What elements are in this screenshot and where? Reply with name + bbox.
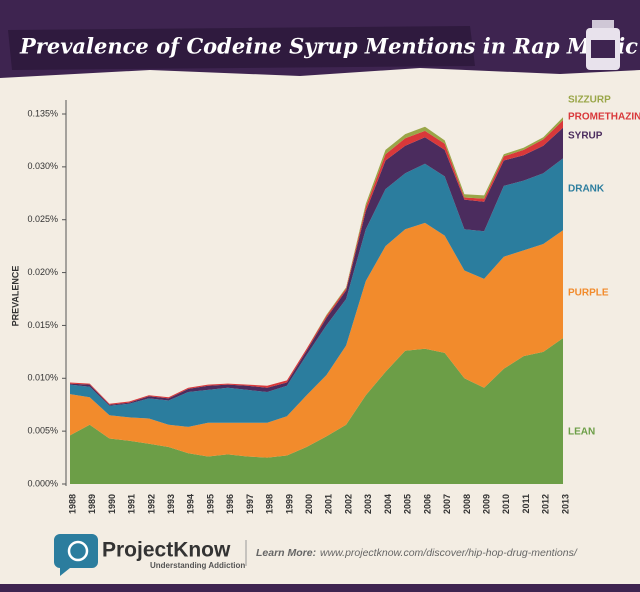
- x-tick-label: 2010: [501, 494, 511, 514]
- url: www.projectknow.com/discover/hip-hop-dru…: [320, 547, 578, 559]
- y-tick-label: 0.020%: [27, 267, 58, 277]
- y-tick-label: 0.005%: [27, 426, 58, 436]
- x-tick-label: 1991: [127, 494, 137, 514]
- y-tick-label: 0.010%: [27, 373, 58, 383]
- x-tick-label: 2003: [363, 494, 373, 514]
- bottom-band: [0, 584, 640, 592]
- plot: 0.000% 0.005% 0.010% 0.015% 0.020% 0.025% 0.03…: [27, 95, 640, 514]
- x-tick-label: 1999: [284, 494, 294, 514]
- x-tick-label: 2009: [481, 494, 491, 514]
- x-tick-label: 2007: [442, 494, 452, 514]
- bottle-icon: [586, 20, 620, 70]
- x-tick-label: 2011: [521, 494, 531, 514]
- x-tick-label: 1992: [146, 494, 156, 514]
- title-brush: [8, 26, 475, 70]
- x-tick-label: 2013: [560, 494, 570, 514]
- x-tick-label: 1996: [225, 494, 235, 514]
- y-tick-label: 0.135%: [27, 108, 58, 118]
- y-tick-label: 0.025%: [27, 214, 58, 224]
- legend-label: PROMETHAZINE: [568, 112, 640, 123]
- chart-title: Prevalence of Codeine Syrup Mentions in …: [19, 34, 638, 59]
- x-tick-label: 1998: [265, 494, 275, 514]
- y-tick-label: 0.000%: [27, 478, 58, 488]
- x-tick-label: 2005: [403, 494, 413, 514]
- x-tick-label: 2012: [541, 494, 551, 514]
- x-tick-label: 1990: [107, 494, 117, 514]
- x-tick-label: 1993: [166, 494, 176, 514]
- x-tick-label: 2000: [304, 494, 314, 514]
- y-tick-label: 0.030%: [27, 161, 58, 171]
- area: [70, 222, 563, 458]
- x-tick-label: 1995: [205, 494, 215, 514]
- legend-label: DRANK: [568, 184, 605, 195]
- area: [70, 158, 563, 427]
- tagline: Understanding Addiction: [150, 561, 245, 570]
- x-tick-label: 1994: [186, 494, 196, 514]
- logo: [54, 534, 98, 576]
- y-tick-label: 0.015%: [27, 320, 58, 330]
- x-tick-label: 2004: [383, 494, 393, 514]
- footer: [0, 526, 640, 586]
- legend-label: SYRUP: [568, 131, 603, 142]
- legend-label: PURPLE: [568, 288, 609, 299]
- x-tick-label: 1997: [245, 494, 255, 514]
- x-tick-label: 1989: [87, 494, 97, 514]
- brand: ProjectKnow: [102, 539, 231, 562]
- y-axis-title: PREVALENCE: [10, 266, 20, 327]
- area: [70, 338, 563, 484]
- legend-label: LEAN: [568, 427, 595, 438]
- x-tick-label: 2008: [462, 494, 472, 514]
- x-tick-label: 2002: [343, 494, 353, 514]
- x-tick-label: 2006: [422, 494, 432, 514]
- x-tick-label: 1988: [67, 494, 77, 514]
- legend-label: SIZZURP: [568, 95, 611, 106]
- x-tick-label: 2001: [324, 494, 334, 514]
- learn-more: Learn More:: [256, 547, 316, 559]
